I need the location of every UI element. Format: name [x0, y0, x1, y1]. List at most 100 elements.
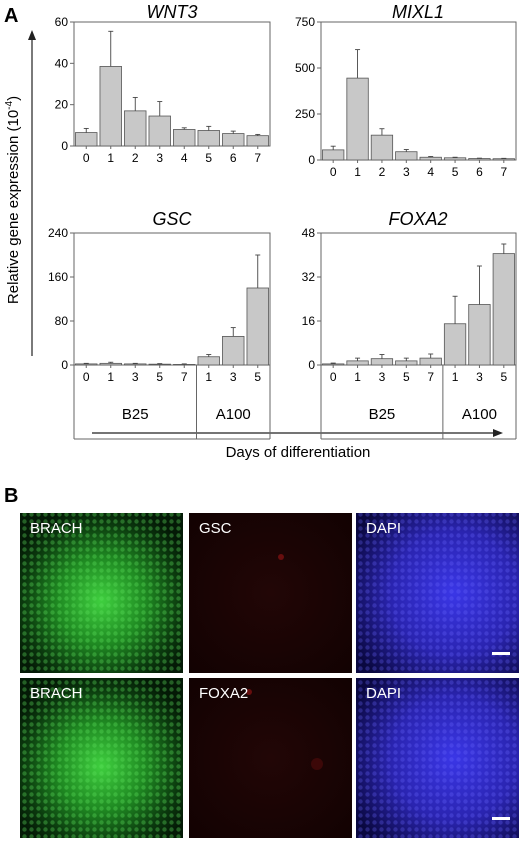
micrograph-label: BRACH — [30, 685, 83, 702]
bar — [75, 132, 98, 147]
bar — [370, 134, 394, 161]
plot-frame — [73, 232, 271, 366]
x-tick-label: 3 — [156, 151, 163, 165]
y-tick-label: 32 — [302, 270, 316, 284]
x-tick-label: 0 — [83, 370, 90, 384]
micrograph-label: BRACH — [30, 520, 83, 537]
bar — [197, 356, 220, 366]
bar — [124, 363, 147, 366]
x-tick-label: 7 — [254, 151, 261, 165]
micrograph-label: DAPI — [366, 520, 401, 537]
x-tick-label: 0 — [330, 165, 337, 179]
bar — [222, 133, 245, 147]
chart-0: WNT3 0 20 40 60 0 1 2 3 4 5 6 7 — [55, 2, 271, 165]
scale-bar — [492, 652, 510, 655]
bar — [468, 158, 491, 161]
group-label: B25 — [369, 406, 396, 423]
bar — [173, 129, 196, 147]
x-tick-label: 3 — [379, 370, 386, 384]
y-tick-label: 0 — [61, 139, 68, 153]
x-tick-label: 4 — [181, 151, 188, 165]
bar — [148, 363, 171, 366]
x-tick-label: 1 — [205, 370, 212, 384]
chart-title: GSC — [152, 209, 192, 229]
y-tick-label: 500 — [295, 61, 315, 75]
micrograph-foxa2: FOXA2 — [189, 678, 352, 838]
chart-2: GSC 0 80 160 240 0 1 3 5 7 1 3 5 B25 A100 — [48, 209, 271, 440]
y-axis-label: Relative gene expression (10-4) — [4, 96, 22, 304]
micrograph-brach: BRACH — [20, 513, 183, 673]
bar — [419, 156, 442, 161]
y-tick-label: 40 — [55, 56, 69, 70]
bar — [322, 363, 345, 366]
bar — [443, 157, 467, 161]
x-tick-label: 5 — [156, 370, 163, 384]
panel-label-b: B — [4, 485, 18, 507]
plot-frame — [73, 21, 271, 147]
x-tick-label: 0 — [330, 370, 337, 384]
chart-title: FOXA2 — [388, 209, 447, 229]
micrograph-cells — [20, 678, 183, 838]
panel-label-a: A — [4, 5, 18, 27]
chart-title: MIXL1 — [392, 2, 444, 22]
y-tick-label: 16 — [302, 314, 316, 328]
micrograph-label: FOXA2 — [199, 685, 248, 702]
bar — [468, 304, 491, 366]
y-tick-label: 0 — [61, 358, 68, 372]
bar — [322, 149, 345, 161]
plot-frame — [320, 21, 517, 161]
micrograph-label: DAPI — [366, 685, 401, 702]
bar — [346, 77, 369, 161]
micrograph-cells — [20, 513, 183, 673]
bar — [75, 363, 98, 366]
x-tick-label: 1 — [354, 370, 361, 384]
micrograph-cells — [356, 678, 519, 838]
x-tick-label: 5 — [452, 165, 459, 179]
y-tick-label: 0 — [308, 358, 315, 372]
micrograph-brach: BRACH — [20, 678, 183, 838]
x-axis-label: Days of differentiation — [226, 444, 371, 461]
y-tick-label: 250 — [295, 107, 315, 121]
x-tick-label: 6 — [230, 151, 237, 165]
bar — [197, 130, 220, 147]
x-tick-label: 3 — [230, 370, 237, 384]
x-tick-label: 5 — [205, 151, 212, 165]
x-tick-label: 7 — [500, 165, 507, 179]
red-speck — [311, 758, 323, 770]
chart-3: FOXA2 0 16 32 48 0 1 3 5 7 1 3 5 B25 A100 — [302, 209, 517, 440]
y-tick-label: 48 — [302, 226, 316, 240]
scale-bar — [492, 817, 510, 820]
x-tick-label: 1 — [107, 151, 114, 165]
bar — [370, 358, 394, 366]
micrograph-label: GSC — [199, 520, 232, 537]
x-tick-label: 0 — [83, 151, 90, 165]
bar — [443, 323, 467, 366]
x-tick-label: 5 — [403, 370, 410, 384]
x-tick-label: 3 — [132, 370, 139, 384]
x-tick-label: 6 — [476, 165, 483, 179]
y-tick-label: 0 — [308, 153, 315, 167]
micrographs-group: BRACH GSC DAPI BRACH FOXA2 DAPI — [20, 513, 519, 838]
y-tick-label: 60 — [55, 15, 69, 29]
red-speck — [278, 554, 284, 560]
x-tick-label: 5 — [254, 370, 261, 384]
bar — [492, 158, 515, 161]
y-arrow-head — [28, 30, 36, 40]
y-tick-label: 80 — [55, 314, 69, 328]
micrograph-signal — [189, 513, 352, 673]
group-label: A100 — [462, 406, 497, 423]
y-tick-label: 160 — [48, 270, 68, 284]
x-tick-label: 3 — [476, 370, 483, 384]
x-tick-label: 7 — [181, 370, 188, 384]
bar — [173, 364, 196, 366]
bar — [492, 253, 515, 366]
micrograph-dapi: DAPI — [356, 678, 519, 838]
x-tick-label: 4 — [427, 165, 434, 179]
bar — [395, 360, 418, 366]
chart-title: WNT3 — [147, 2, 198, 22]
x-tick-label: 3 — [403, 165, 410, 179]
bar — [222, 335, 245, 366]
x-tick-label: 2 — [132, 151, 139, 165]
